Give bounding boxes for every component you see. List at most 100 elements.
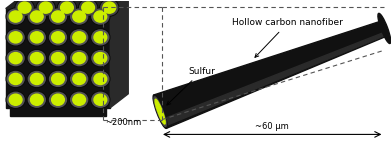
Ellipse shape: [6, 91, 25, 108]
Polygon shape: [110, 0, 128, 108]
Ellipse shape: [27, 29, 46, 46]
Ellipse shape: [49, 9, 67, 24]
Ellipse shape: [28, 72, 45, 86]
Ellipse shape: [92, 51, 109, 66]
Ellipse shape: [27, 8, 46, 25]
Ellipse shape: [94, 94, 107, 105]
Ellipse shape: [27, 71, 46, 87]
Ellipse shape: [9, 94, 22, 105]
Ellipse shape: [71, 72, 88, 86]
Ellipse shape: [80, 0, 96, 15]
Ellipse shape: [49, 8, 67, 25]
Ellipse shape: [31, 94, 43, 105]
Ellipse shape: [37, 0, 54, 15]
Ellipse shape: [58, 0, 75, 15]
Ellipse shape: [6, 8, 25, 25]
Ellipse shape: [71, 9, 88, 24]
Ellipse shape: [71, 92, 88, 107]
Ellipse shape: [49, 72, 67, 86]
Ellipse shape: [15, 0, 34, 16]
Ellipse shape: [49, 91, 67, 108]
Ellipse shape: [49, 51, 67, 66]
Ellipse shape: [73, 73, 85, 85]
Ellipse shape: [28, 9, 45, 24]
Ellipse shape: [18, 2, 31, 13]
Ellipse shape: [7, 9, 24, 24]
Ellipse shape: [154, 97, 166, 126]
Ellipse shape: [73, 11, 85, 22]
Ellipse shape: [31, 32, 43, 43]
Ellipse shape: [73, 94, 85, 105]
Text: Sulfur: Sulfur: [167, 67, 215, 105]
Ellipse shape: [94, 53, 107, 64]
Ellipse shape: [70, 29, 89, 46]
Text: Hollow carbon nanofiber: Hollow carbon nanofiber: [232, 18, 343, 57]
Polygon shape: [163, 32, 387, 126]
Ellipse shape: [7, 30, 24, 45]
Ellipse shape: [71, 30, 88, 45]
Ellipse shape: [153, 95, 167, 128]
Ellipse shape: [101, 0, 118, 15]
Ellipse shape: [9, 32, 22, 43]
Ellipse shape: [36, 0, 55, 16]
Ellipse shape: [52, 94, 64, 105]
Ellipse shape: [28, 92, 45, 107]
Ellipse shape: [27, 50, 46, 67]
Ellipse shape: [73, 53, 85, 64]
Ellipse shape: [6, 29, 25, 46]
Ellipse shape: [27, 91, 46, 108]
Polygon shape: [5, 0, 128, 9]
Ellipse shape: [94, 11, 107, 22]
Ellipse shape: [378, 13, 391, 44]
Ellipse shape: [49, 50, 67, 67]
Polygon shape: [10, 108, 106, 116]
Ellipse shape: [91, 71, 110, 87]
Polygon shape: [5, 9, 110, 108]
Ellipse shape: [82, 2, 94, 13]
Ellipse shape: [91, 29, 110, 46]
Ellipse shape: [52, 53, 64, 64]
Ellipse shape: [61, 2, 73, 13]
Ellipse shape: [91, 91, 110, 108]
Ellipse shape: [9, 11, 22, 22]
Ellipse shape: [31, 11, 43, 22]
Ellipse shape: [92, 72, 109, 86]
Text: ~200nm: ~200nm: [105, 119, 142, 127]
Ellipse shape: [70, 91, 89, 108]
Ellipse shape: [52, 32, 64, 43]
Ellipse shape: [94, 32, 107, 43]
Ellipse shape: [70, 50, 89, 67]
Ellipse shape: [100, 0, 119, 16]
Ellipse shape: [92, 30, 109, 45]
Ellipse shape: [7, 92, 24, 107]
Ellipse shape: [70, 8, 89, 25]
Ellipse shape: [49, 92, 67, 107]
Ellipse shape: [79, 0, 98, 16]
Ellipse shape: [92, 9, 109, 24]
Ellipse shape: [70, 71, 89, 87]
Ellipse shape: [6, 71, 25, 87]
Ellipse shape: [40, 2, 52, 13]
Ellipse shape: [7, 51, 24, 66]
Ellipse shape: [155, 99, 165, 124]
Ellipse shape: [49, 71, 67, 87]
Ellipse shape: [9, 53, 22, 64]
Ellipse shape: [91, 8, 110, 25]
Ellipse shape: [31, 53, 43, 64]
Ellipse shape: [52, 73, 64, 85]
Ellipse shape: [6, 50, 25, 67]
Ellipse shape: [28, 51, 45, 66]
Ellipse shape: [94, 73, 107, 85]
Ellipse shape: [91, 50, 110, 67]
Ellipse shape: [31, 73, 43, 85]
Text: ~60 μm: ~60 μm: [255, 122, 289, 131]
Ellipse shape: [52, 11, 64, 22]
Ellipse shape: [7, 72, 24, 86]
Ellipse shape: [49, 30, 67, 45]
Ellipse shape: [16, 0, 33, 15]
Ellipse shape: [9, 73, 22, 85]
Ellipse shape: [73, 32, 85, 43]
Ellipse shape: [103, 2, 116, 13]
Ellipse shape: [49, 29, 67, 46]
Ellipse shape: [28, 30, 45, 45]
